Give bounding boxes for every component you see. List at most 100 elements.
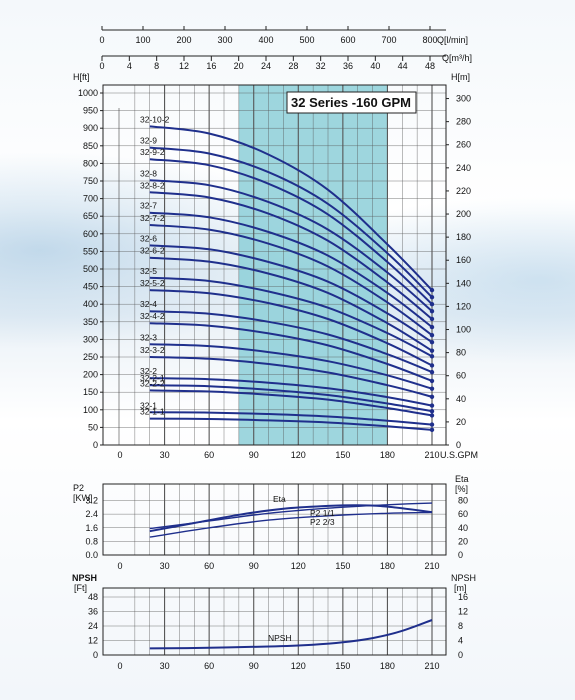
x-tick-label: 180 <box>380 450 395 460</box>
curve-32-5-2 <box>149 289 433 367</box>
frame <box>102 483 447 556</box>
curve-end-marker <box>429 378 435 384</box>
npsh-left-label-2: [Ft] <box>74 583 87 593</box>
curve-32-3-2 <box>149 356 433 398</box>
curve-end-marker <box>429 309 435 314</box>
x-tick-label: 150 <box>335 450 350 460</box>
x-tick-label: 120 <box>291 661 306 671</box>
x-tick-label: 210 <box>424 561 439 571</box>
top-m3h-tick-label: 16 <box>206 61 216 71</box>
y-left-tick-label: 850 <box>83 141 98 151</box>
curve-label: 32-6 <box>140 233 157 243</box>
eta-label-2: [%] <box>455 484 468 494</box>
y-left-tick-label: 36 <box>88 607 98 617</box>
y-left-tick-label: 350 <box>83 317 98 327</box>
top-lmin-tick-label: 700 <box>381 35 396 45</box>
curve-P2 2/3 <box>149 511 433 538</box>
p2-partial-curve-label: P2 2/3 <box>310 517 335 527</box>
curve-end-marker <box>429 394 435 399</box>
npsh-right-label-2: [m] <box>454 583 467 593</box>
curve-end-marker <box>429 354 435 359</box>
curve-end-marker <box>429 422 435 427</box>
top-m3h-axis-label: Q[m³/h] <box>442 53 472 63</box>
curve-32-2-1 <box>149 384 433 413</box>
y-right-tick-label: 160 <box>456 255 471 265</box>
y-left-tick-label: 800 <box>83 158 98 168</box>
x-tick-label: 120 <box>291 561 306 571</box>
curve-label: 32-9 <box>140 136 157 146</box>
curve-32-2-2 <box>149 389 433 417</box>
x-tick-label: 30 <box>160 561 170 571</box>
chart-title-box: 32 Series -160 GPM <box>286 91 417 114</box>
x-tick-label: 180 <box>380 561 395 571</box>
main-chart: 0501001502002503003504004505005506006507… <box>73 26 478 460</box>
curve-end-marker <box>429 403 435 408</box>
top-lmin-tick-label: 0 <box>99 35 104 45</box>
curve-32-8-2 <box>149 191 433 320</box>
curve-32-6 <box>149 244 433 344</box>
y-left-tick-label: 0 <box>93 650 98 660</box>
y-left-tick-label: 1000 <box>78 88 98 98</box>
curve-end-marker <box>429 386 435 391</box>
top-lmin-tick-label: 100 <box>135 35 150 45</box>
y-left-tick-label: 0.0 <box>85 550 98 560</box>
y-left-tick-label: 400 <box>83 299 98 309</box>
curve-label: 32-3-2 <box>140 345 165 355</box>
y-left-tick-label: 2.4 <box>85 509 98 519</box>
x-tick-label: 90 <box>249 661 259 671</box>
x-tick-label: 0 <box>117 561 122 571</box>
x-tick-label: 0 <box>117 661 122 671</box>
y-right-tick-label: 0 <box>456 440 461 450</box>
y-left-tick-label: 200 <box>83 370 98 380</box>
x-tick-label: 210 <box>424 450 439 460</box>
curve-32-6-2 <box>149 256 433 352</box>
x-tick-label: 30 <box>160 450 170 460</box>
top-lmin-tick-label: 200 <box>176 35 191 45</box>
x-tick-label: 210 <box>424 661 439 671</box>
top-m3h-tick-label: 24 <box>261 61 271 71</box>
y-right-tick-label: 120 <box>456 301 471 311</box>
y-left-tick-label: 550 <box>83 246 98 256</box>
curve-label: 32-6-2 <box>140 246 165 256</box>
y-left-tick-label: 150 <box>83 387 98 397</box>
y-left-tick-label: 450 <box>83 282 98 292</box>
top-lmin-tick-label: 500 <box>299 35 314 45</box>
power-chart: 0.0 0 0.8 20 1.6 40 2.4 60 3.2 80 0 30 60 90 120 150 180… <box>73 474 469 571</box>
top-m3h-tick-label: 28 <box>288 61 298 71</box>
curve-end-marker <box>429 409 435 414</box>
curve-32-9 <box>149 146 433 298</box>
y-right-tick-label: 240 <box>456 163 471 173</box>
curve-end-marker <box>429 316 435 322</box>
y-right-tick-label: 180 <box>456 232 471 242</box>
y-left-axis-label: H[ft] <box>73 72 90 82</box>
y-left-tick-label: 300 <box>83 334 98 344</box>
x-tick-label: 180 <box>380 661 395 671</box>
y-right-tick-label: 40 <box>456 394 466 404</box>
curve-end-marker <box>429 332 435 338</box>
top-m3h-tick-label: 4 <box>127 61 132 71</box>
p2-label-1: P2 <box>73 483 84 493</box>
top-lmin-tick-label: 300 <box>217 35 232 45</box>
y-right-tick-label: 4 <box>458 636 463 646</box>
y-right-axis-label: H[m] <box>451 72 470 82</box>
top-m3h-tick-label: 36 <box>343 61 353 71</box>
x-tick-label: 150 <box>335 661 350 671</box>
curve-label: 32-4-2 <box>140 311 165 321</box>
top-m3h-tick-label: 32 <box>316 61 326 71</box>
curve-label: 32-4 <box>140 299 157 309</box>
eta-label-1: Eta <box>455 474 469 484</box>
top-m3h-tick-label: 48 <box>425 61 435 71</box>
curve-32-4-2 <box>149 322 433 382</box>
y-right-tick-label: 60 <box>458 509 468 519</box>
y-right-tick-label: 20 <box>458 536 468 546</box>
curve-label: 32-2-1 <box>140 373 165 383</box>
curve-label: 32-2 <box>140 366 157 376</box>
y-left-tick-label: 500 <box>83 264 98 274</box>
y-left-tick-label: 24 <box>88 621 98 631</box>
curve-label: 32-7-2 <box>140 213 165 223</box>
curve-label: 32-1-1 <box>140 407 165 417</box>
y-left-tick-label: 50 <box>88 422 98 432</box>
top-lmin-axis-label: Q[l/min] <box>437 35 468 45</box>
curve-label: 32-3 <box>140 332 157 342</box>
